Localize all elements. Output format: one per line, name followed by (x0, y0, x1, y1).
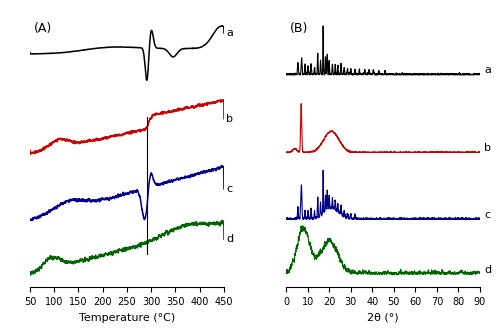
Text: c: c (226, 184, 232, 194)
Text: a: a (226, 28, 234, 38)
Text: d: d (484, 265, 492, 275)
Text: (B): (B) (290, 22, 308, 35)
Text: d: d (226, 234, 234, 244)
X-axis label: 2θ (°): 2θ (°) (367, 313, 399, 323)
Text: a: a (484, 65, 491, 75)
Text: b: b (484, 143, 492, 153)
Text: b: b (226, 114, 234, 124)
Text: (A): (A) (34, 22, 52, 35)
Text: c: c (484, 210, 490, 220)
X-axis label: Temperature (°C): Temperature (°C) (79, 313, 175, 323)
